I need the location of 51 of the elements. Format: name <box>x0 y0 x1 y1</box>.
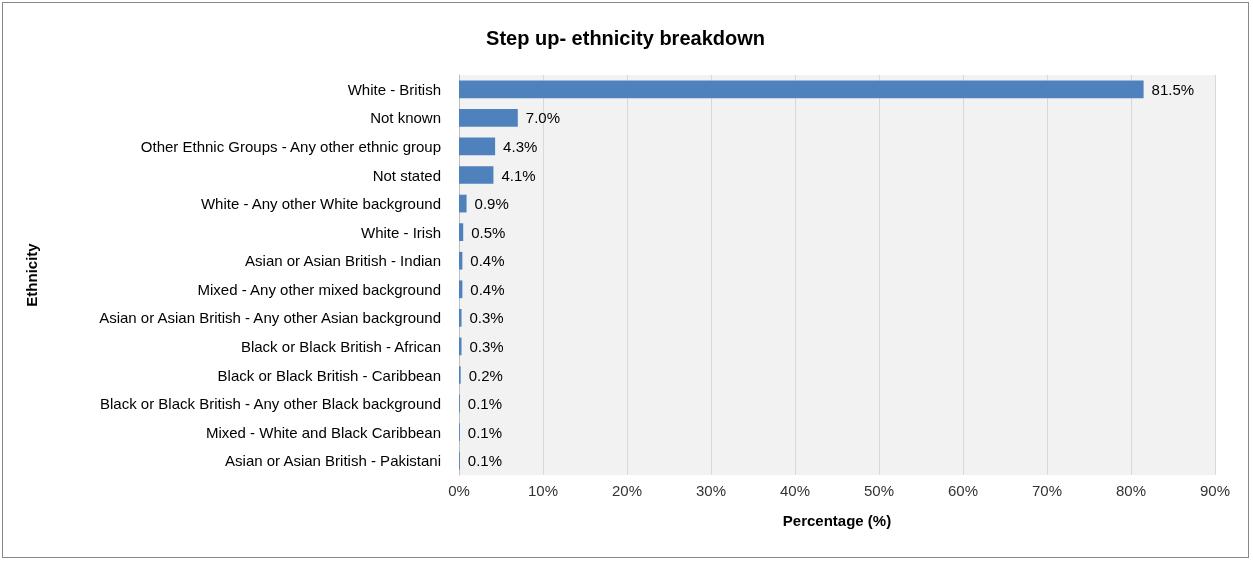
x-tick-label: 0% <box>448 482 470 499</box>
data-label: 0.3% <box>469 309 504 327</box>
data-label: 0.1% <box>467 423 503 441</box>
data-label: 81.5% <box>1151 80 1195 98</box>
y-tick-label: Not known <box>370 109 441 127</box>
x-tick-label: 90% <box>1199 482 1231 499</box>
y-tick-label: Mixed - Any other mixed background <box>197 280 441 298</box>
data-label: 0.4% <box>470 280 505 298</box>
bar <box>459 280 463 299</box>
y-tick-label: White - British <box>347 80 441 98</box>
y-tick-label: Other Ethnic Groups - Any other ethnic group <box>140 137 441 155</box>
y-tick-label: Black or Black British - Any other Black background <box>100 395 441 413</box>
bar <box>459 251 463 270</box>
x-tick-label: 60% <box>947 482 979 499</box>
data-label: 4.1% <box>501 166 536 184</box>
x-tick-label: 30% <box>695 482 727 499</box>
x-axis-title: Percentage (%) <box>782 512 892 529</box>
x-tick-label: 70% <box>1031 482 1063 499</box>
data-label: 0.2% <box>468 366 503 384</box>
data-label: 0.1% <box>467 395 503 413</box>
y-tick-label: White - Any other White background <box>200 195 441 213</box>
y-tick-label: Asian or Asian British - Indian <box>245 252 441 270</box>
x-tick-label: 50% <box>863 482 895 499</box>
y-tick-label: Asian or Asian British - Pakistani <box>225 452 441 470</box>
y-axis-title: Ethnicity <box>23 242 40 307</box>
data-label: 4.3% <box>503 137 538 155</box>
x-tick-label: 80% <box>1115 482 1147 499</box>
bar <box>459 137 496 156</box>
data-label: 0.3% <box>469 337 504 355</box>
bar <box>459 223 464 241</box>
data-label: 7.0% <box>525 109 560 127</box>
y-tick-label: White - Irish <box>360 223 441 241</box>
x-tick-label: 10% <box>527 482 559 499</box>
x-tick-label: 20% <box>611 482 643 499</box>
bar <box>459 309 462 327</box>
y-tick-label: Black or Black British - Caribbean <box>217 366 441 384</box>
data-label: 0.4% <box>470 252 505 270</box>
bar <box>459 194 467 213</box>
x-tick-label: 40% <box>779 482 811 499</box>
data-label: 0.1% <box>467 452 503 470</box>
y-tick-label: Mixed - White and Black Caribbean <box>205 423 441 441</box>
data-label: 0.9% <box>474 195 509 213</box>
y-tick-label: Asian or Asian British - Any other Asian background <box>99 309 441 327</box>
y-tick-label: Black or Black British - African <box>240 337 441 355</box>
data-label: 0.5% <box>471 223 506 241</box>
chart-title: Step up- ethnicity breakdown <box>486 27 765 49</box>
bar <box>459 109 518 127</box>
bar <box>459 337 462 356</box>
bar <box>459 80 1144 99</box>
y-tick-label: Not stated <box>372 166 441 184</box>
bar <box>459 166 494 184</box>
